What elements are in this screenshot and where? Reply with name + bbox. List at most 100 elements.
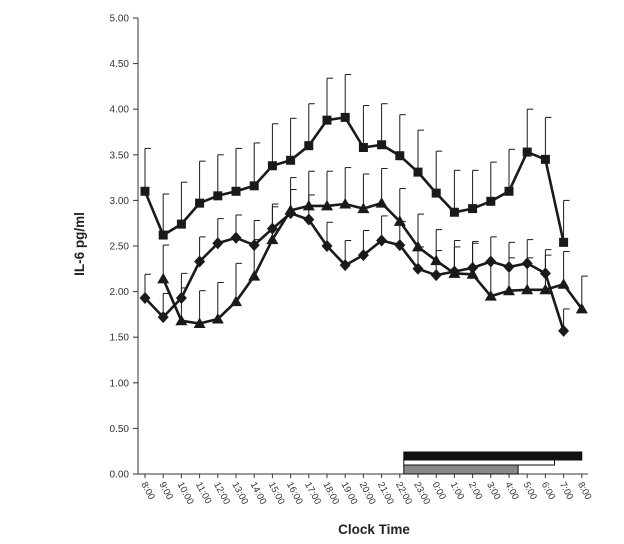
y-axis: 0.00 0.50 1.00 1.50 2.00 2.50 3.00 3.50 4.00 4.50… [110, 14, 139, 481]
triangle-marker [575, 302, 588, 314]
x-tick-label: 6:00 [539, 480, 557, 501]
square-marker [340, 112, 350, 122]
triangle-marker [230, 295, 242, 307]
square-marker [559, 237, 569, 247]
square-marker [431, 188, 441, 198]
y-tick-label: 5.00 [110, 14, 130, 25]
y-tick-label: 0.00 [110, 470, 130, 481]
series-line [144, 211, 565, 332]
x-tick-label: 10:00 [175, 480, 196, 506]
diamond-marker [485, 255, 497, 268]
x-tick-label: 19:00 [339, 480, 360, 506]
diamond-marker [157, 311, 169, 324]
series-line [143, 116, 565, 243]
triangle-marker [412, 240, 424, 252]
triangle-marker [503, 284, 515, 296]
x-tick-label: 12:00 [211, 480, 232, 506]
y-tick-label: 1.00 [110, 378, 130, 389]
triangle-marker [375, 197, 388, 208]
diamond-marker [230, 231, 242, 244]
diamond-marker [394, 239, 406, 252]
diamond-marker [467, 261, 479, 274]
x-tick-label: 1:00 [448, 480, 466, 501]
x-tick-label: 5:00 [521, 480, 539, 501]
diamond-marker [558, 324, 570, 337]
diamond-marker [539, 267, 551, 280]
triangle-marker [357, 202, 370, 214]
square-marker [213, 191, 223, 201]
x-tick-label: 2:00 [466, 480, 484, 501]
diamond-marker [285, 207, 297, 220]
diamond-marker [376, 234, 388, 247]
x-tick-label: 23:00 [411, 480, 432, 506]
square-marker [358, 143, 368, 153]
square-marker [377, 140, 387, 150]
series-square [140, 74, 570, 247]
diamond-marker [521, 257, 533, 270]
square-marker [286, 155, 296, 165]
x-axis: 8:00 9:00 10:0011:0012:0013:0014:0015:0016… [138, 473, 594, 506]
diamond-marker [412, 262, 424, 275]
x-tick-label: 15:00 [266, 480, 287, 506]
triangle-marker [557, 278, 570, 289]
x-tick-label: 16:00 [284, 480, 305, 506]
triangle-marker [521, 283, 534, 295]
y-axis-title: IL-6 pg/ml [72, 212, 87, 276]
triangle-marker [157, 272, 170, 284]
triangle-marker [539, 283, 552, 295]
square-marker [522, 147, 532, 157]
square-marker [504, 186, 514, 196]
diamond-marker [139, 291, 151, 304]
square-marker [267, 161, 277, 171]
square-marker [413, 167, 423, 177]
x-tick-label: 8:00 [575, 480, 593, 501]
diamond-marker [175, 291, 187, 304]
y-tick-label: 4.50 [110, 59, 130, 70]
triangle-marker [266, 233, 279, 245]
triangle-marker [484, 290, 497, 301]
square-marker [195, 198, 205, 208]
square-marker [395, 151, 405, 161]
x-tick-label: 21:00 [375, 480, 396, 506]
diamond-marker [248, 239, 260, 252]
x-tick-label: 20:00 [357, 480, 378, 506]
square-marker [231, 186, 241, 196]
sleep-bar-1 [403, 451, 583, 461]
triangle-marker [321, 199, 333, 211]
x-tick-label: 13:00 [229, 480, 250, 506]
square-marker [322, 115, 332, 125]
square-marker [140, 186, 150, 196]
diamond-marker [212, 237, 224, 250]
y-tick-label: 1.50 [110, 333, 130, 344]
square-marker [176, 219, 186, 229]
x-tick-label: 0:00 [430, 480, 448, 501]
diamond-marker [430, 269, 442, 282]
series-diamond [139, 188, 570, 337]
x-tick-label: 17:00 [302, 480, 323, 506]
x-tick-label: 4:00 [502, 480, 520, 501]
y-tick-label: 2.00 [110, 287, 130, 298]
diamond-marker [357, 249, 369, 262]
square-marker [468, 204, 478, 214]
sleep-bar-3 [403, 464, 519, 475]
x-axis-title: Clock Time [338, 522, 410, 537]
diamond-marker [194, 255, 206, 268]
sleep-bar-2 [403, 459, 555, 466]
x-tick-label: 9:00 [157, 480, 175, 501]
square-marker [486, 196, 496, 206]
y-tick-label: 4.00 [110, 105, 130, 116]
square-marker [449, 207, 459, 217]
y-tick-label: 0.50 [110, 424, 130, 435]
x-tick-label: 7:00 [557, 480, 575, 501]
triangle-marker [211, 312, 224, 324]
square-marker [158, 230, 168, 240]
triangle-marker [339, 198, 352, 209]
y-tick-label: 3.50 [110, 150, 130, 161]
diamond-marker [503, 260, 515, 273]
series-layer [139, 74, 588, 337]
triangle-marker [393, 215, 406, 226]
sleep-period-bars [403, 451, 583, 475]
square-marker [540, 154, 550, 164]
triangle-marker [175, 314, 188, 326]
